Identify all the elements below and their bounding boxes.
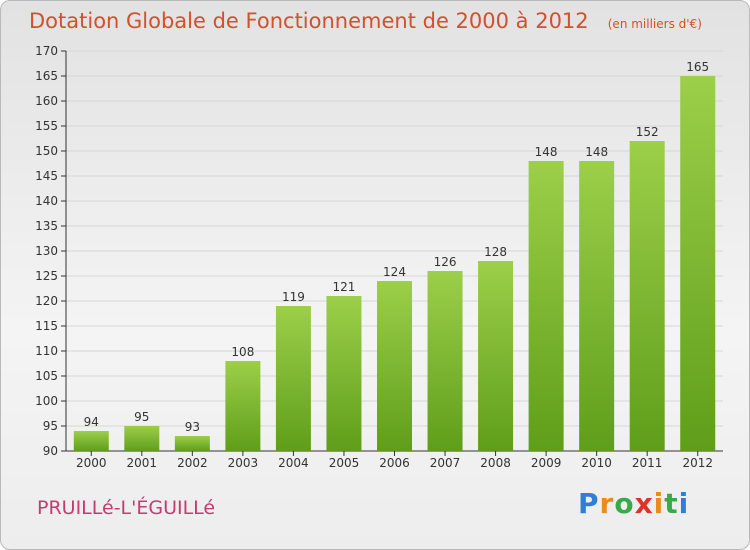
title-row: Dotation Globale de Fonctionnement de 20…: [29, 9, 702, 33]
bar-2001: [124, 426, 160, 451]
y-tick-label: 165: [35, 69, 58, 83]
x-tick-label: 2006: [379, 456, 410, 470]
data-label: 124: [383, 265, 406, 279]
bar-2004: [275, 306, 311, 451]
x-tick-label: 2005: [329, 456, 360, 470]
x-tick-label: 2001: [127, 456, 158, 470]
x-tick-label: 2004: [278, 456, 309, 470]
y-tick-label: 150: [35, 144, 58, 158]
data-label: 148: [535, 145, 558, 159]
y-tick-label: 105: [35, 369, 58, 383]
bar-2008: [478, 261, 514, 451]
x-tick-label: 2011: [632, 456, 663, 470]
y-tick-label: 130: [35, 244, 58, 258]
y-tick-label: 160: [35, 94, 58, 108]
y-tick-label: 90: [43, 444, 58, 458]
x-tick-label: 2009: [531, 456, 562, 470]
bar-2010: [579, 161, 615, 451]
x-tick-label: 2003: [228, 456, 259, 470]
data-label: 121: [333, 280, 356, 294]
bar-2006: [377, 281, 412, 451]
y-tick-label: 120: [35, 294, 58, 308]
y-tick-label: 170: [35, 44, 58, 58]
data-label: 126: [434, 255, 457, 269]
chart-title: Dotation Globale de Fonctionnement de 20…: [29, 9, 589, 33]
x-tick-label: 2012: [682, 456, 713, 470]
y-tick-label: 155: [35, 119, 58, 133]
bar-2002: [174, 436, 210, 451]
commune-name: PRUILLé-L'ÉGUILLé: [37, 497, 216, 519]
x-tick-label: 2007: [430, 456, 461, 470]
data-label: 93: [185, 420, 200, 434]
bar-2009: [528, 161, 564, 451]
chart-unit: (en milliers d'€): [607, 17, 702, 31]
bar-2007: [427, 271, 463, 451]
data-label: 165: [686, 60, 709, 74]
data-label: 148: [585, 145, 608, 159]
y-tick-label: 135: [35, 219, 58, 233]
bar-2000: [73, 431, 109, 451]
x-tick-label: 2008: [480, 456, 511, 470]
data-label: 128: [484, 245, 507, 259]
bar-2003: [225, 361, 261, 451]
bar-2012: [680, 76, 716, 451]
x-tick-label: 2002: [177, 456, 208, 470]
y-tick-label: 95: [43, 419, 58, 433]
x-tick-label: 2000: [76, 456, 107, 470]
y-tick-label: 110: [35, 344, 58, 358]
y-tick-label: 145: [35, 169, 58, 183]
data-label: 152: [636, 125, 659, 139]
data-label: 108: [231, 345, 254, 359]
data-label: 95: [134, 410, 149, 424]
y-tick-label: 100: [35, 394, 58, 408]
y-tick-label: 115: [35, 319, 58, 333]
y-tick-label: 125: [35, 269, 58, 283]
bar-2005: [326, 296, 362, 451]
bar-2011: [629, 141, 665, 451]
y-tick-label: 140: [35, 194, 58, 208]
x-tick-label: 2010: [581, 456, 612, 470]
proxiti-logo: Proxiti: [578, 487, 690, 520]
data-label: 119: [282, 290, 305, 304]
data-label: 94: [84, 415, 99, 429]
